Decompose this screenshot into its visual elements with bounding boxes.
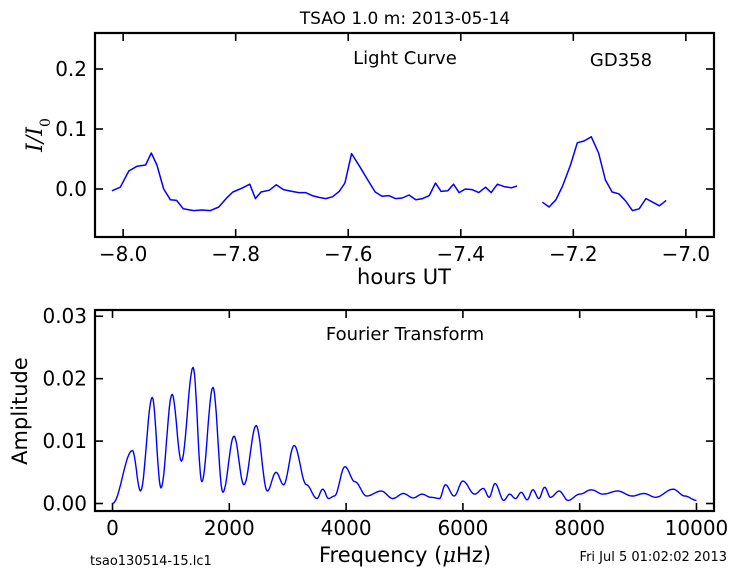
fourier-x-tick-label: 10000 — [665, 516, 729, 540]
fourier-y-tick-label: 0.00 — [42, 492, 87, 516]
fourier-y-tick-label: 0.03 — [42, 304, 87, 328]
generated-timestamp: Fri Jul 5 01:02:02 2013 — [580, 550, 727, 565]
light-curve-y-tick-label: 0.1 — [55, 117, 87, 141]
fourier-x-tick-label: 6000 — [437, 516, 488, 540]
fourier-x-tick-label: 8000 — [554, 516, 605, 540]
light-curve-ticks: −8.0 −7.8 −7.6 −7.4 −7.2 −7.0 0.0 0.1 0.2 — [55, 33, 714, 266]
fourier-frame — [93, 308, 716, 513]
fourier-x-tick-label: 2000 — [204, 516, 255, 540]
fourier-series — [112, 366, 697, 505]
light-curve-x-tick-label: −7.2 — [549, 242, 598, 266]
light-curve-frame — [93, 31, 716, 239]
light-curve-x-tick-label: −8.0 — [99, 242, 148, 266]
fourier-amplitude-line — [112, 366, 697, 505]
fourier-x-tick-label: 0 — [106, 516, 119, 540]
fourier-panel: 0 2000 4000 6000 8000 10000 0.00 0.01 0.02 0.03 F… — [8, 304, 728, 567]
fourier-x-axis-label: Frequency (μHz) — [319, 543, 491, 567]
ylabel-slash: / — [23, 133, 48, 145]
light-curve-y-tick-label: 0.0 — [55, 177, 87, 201]
ylabel-denominator: I — [23, 126, 48, 137]
ylabel-subscript: 0 — [38, 118, 54, 127]
light-curve-x-tick-label: −7.8 — [211, 242, 260, 266]
light-curve-segment — [541, 136, 667, 212]
fourier-y-tick-label: 0.02 — [42, 367, 87, 391]
xlabel-before: Frequency ( — [319, 543, 442, 567]
light-curve-x-axis-label: hours UT — [357, 265, 451, 289]
star-name-annotation: GD358 — [590, 50, 652, 71]
light-curve-panel: −8.0 −7.8 −7.6 −7.4 −7.2 −7.0 0.0 0.1 0.2 Light … — [23, 31, 716, 289]
fourier-y-axis-label: Amplitude — [8, 357, 32, 465]
fourier-y-tick-label: 0.01 — [42, 429, 87, 453]
fourier-x-tick-label: 4000 — [321, 516, 372, 540]
ylabel-numerator: I — [23, 142, 48, 153]
light-curve-segment — [111, 152, 518, 212]
fourier-ticks: 0 2000 4000 6000 8000 10000 0.00 0.01 0.02 0.03 — [42, 304, 728, 540]
light-curve-annotation: Light Curve — [353, 48, 457, 69]
source-filename: tsao130514-15.lc1 — [90, 554, 212, 569]
figure-title: TSAO 1.0 m: 2013-05-14 — [299, 9, 511, 29]
light-curve-x-tick-label: −7.0 — [662, 242, 711, 266]
xlabel-after: Hz) — [456, 543, 491, 567]
light-curve-x-tick-label: −7.4 — [436, 242, 485, 266]
xlabel-mu: μ — [442, 543, 456, 567]
light-curve-y-axis-label: I/I0 — [23, 118, 54, 153]
light-curve-y-tick-label: 0.2 — [55, 57, 87, 81]
light-curve-x-tick-label: −7.6 — [324, 242, 373, 266]
light-curve-series — [111, 136, 667, 212]
fourier-annotation: Fourier Transform — [326, 324, 484, 345]
